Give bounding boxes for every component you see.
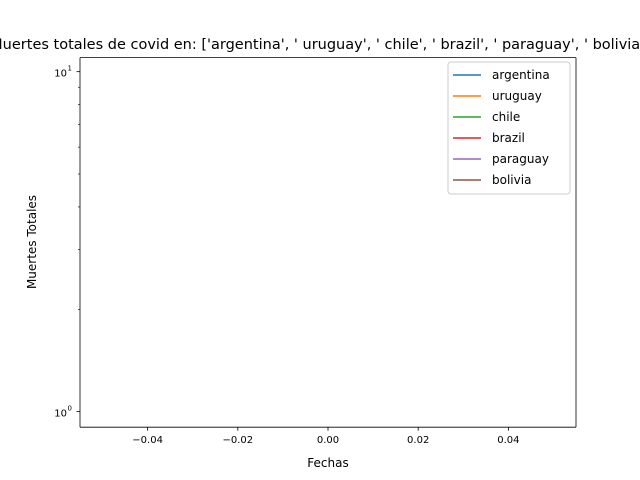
legend-frame: [447, 61, 571, 195]
legend-label: chile: [492, 110, 520, 124]
legend-label: paraguay: [492, 152, 549, 166]
legend-label: brazil: [492, 131, 525, 145]
x-tick-label: −0.04: [132, 435, 163, 446]
x-tick-label: −0.02: [222, 435, 253, 446]
legend-label: uruguay: [492, 89, 542, 103]
axes-spines: [79, 57, 577, 428]
chart-title: Muertes totales de covid en: ['argentina…: [0, 37, 640, 53]
y-tick-label: 10: [54, 69, 67, 80]
y-tick-exponent: 1: [68, 65, 72, 73]
x-tick-label: 0.00: [317, 435, 339, 446]
x-tick-label: 0.02: [407, 435, 429, 446]
y-axis-label: Muertes Totales: [25, 195, 39, 289]
y-tick-label: 10: [54, 409, 67, 420]
x-axis-label: Fechas: [307, 456, 348, 470]
y-tick-exponent: 0: [68, 405, 72, 413]
x-tick-label: 0.04: [497, 435, 519, 446]
legend-label: bolivia: [492, 173, 531, 187]
legend: argentina uruguay chile brazil paraguay …: [447, 61, 571, 195]
legend-label: argentina: [492, 68, 550, 82]
